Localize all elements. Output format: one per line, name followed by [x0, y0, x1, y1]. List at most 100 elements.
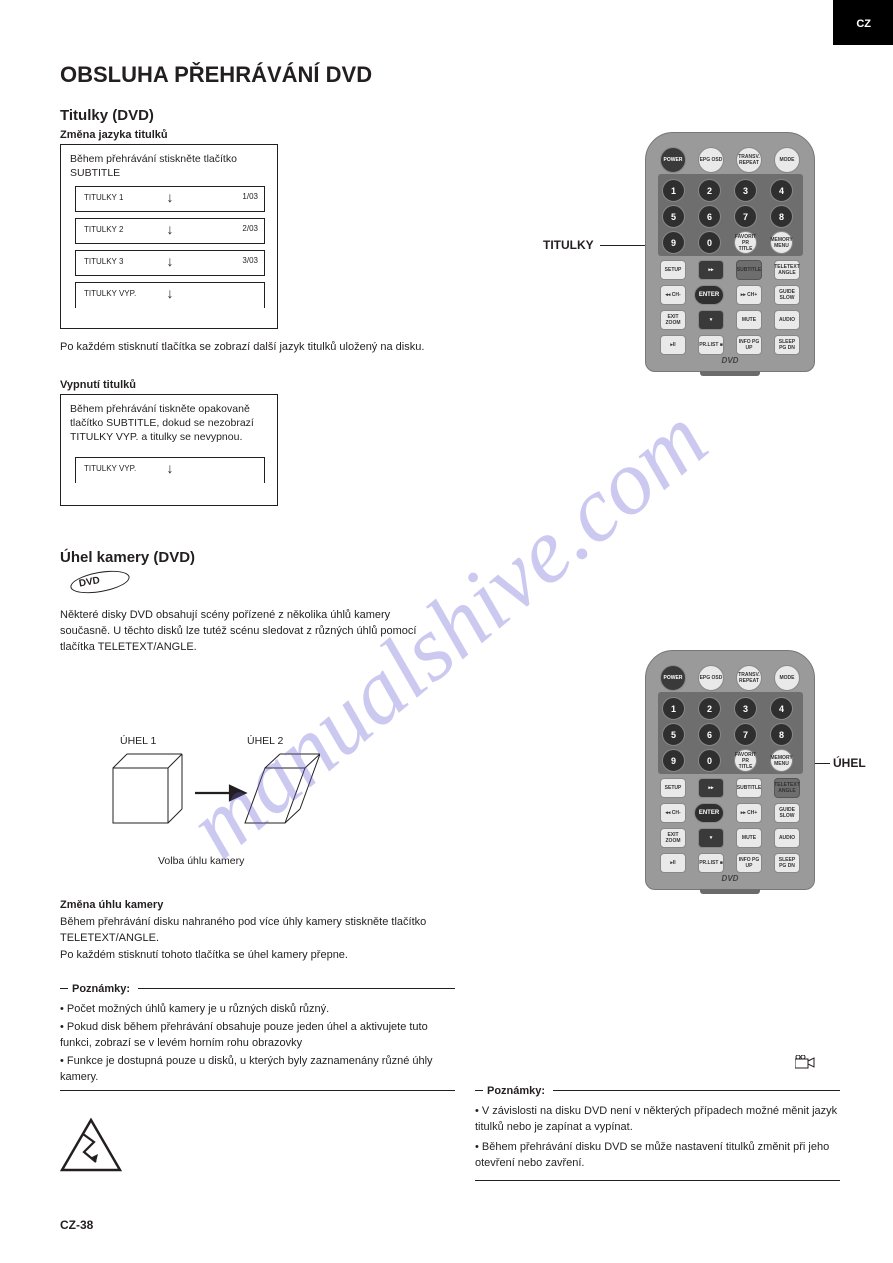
remote-btn: 0: [698, 749, 721, 772]
notes-heading: Poznámky:: [72, 982, 130, 998]
remote-btn: PR.LIST ■: [698, 853, 724, 873]
remote-btn: ▾: [698, 310, 724, 330]
remote-btn: SETUP: [660, 260, 686, 280]
dvd-disc-icon: DVD: [69, 567, 132, 597]
angle-instr2: Po každém stisknutí tohoto tlačítka se ú…: [60, 948, 455, 964]
subtitle-row-5: TITULKY VYP. ↓: [75, 457, 265, 483]
remote-diagram-1: POWER EPG OSD TRANSV. REPEAT MODE 1 2 3 …: [645, 132, 815, 372]
lang-tag: CZ: [856, 18, 871, 30]
note3: • Funkce je dostupná pouze u disků, u kt…: [60, 1054, 455, 1086]
remote-btn: FAVORIT PR TITLE: [734, 231, 757, 254]
angle-diagram: [105, 748, 320, 846]
note2: • Pokud disk během přehrávání obsahuje p…: [60, 1020, 455, 1052]
remote-btn: GUIDE SLOW: [774, 285, 800, 305]
remote-btn: TRANSV. REPEAT: [736, 665, 762, 691]
remote-btn: INFO PG UP: [736, 853, 762, 873]
remote-btn: 6: [698, 723, 721, 746]
remote-btn: ▸▸ CH+: [736, 803, 762, 823]
remote-logo: DVD: [722, 356, 739, 365]
remote-btn: 9: [662, 231, 685, 254]
remote-btn: ENTER: [694, 803, 724, 823]
remote-btn: ▸II: [660, 335, 686, 355]
bottom-note1: • V závislosti na disku DVD není v někte…: [475, 1104, 840, 1136]
remote-btn: ▾: [698, 828, 724, 848]
remote-btn: 5: [662, 723, 685, 746]
remote-btn: 0: [698, 231, 721, 254]
remote-btn: 7: [734, 205, 757, 228]
note1: • Počet možných úhlů kamery je u různých…: [60, 1002, 455, 1018]
subtitle-row-3: TITULKY 3 ↓ 3/03: [75, 250, 265, 276]
remote-btn: 1: [662, 697, 685, 720]
remote-btn: FAVORIT PR TITLE: [734, 749, 757, 772]
remote-diagram-2: POWER EPG OSD TRANSV. REPEAT MODE 1 2 3 …: [645, 650, 815, 890]
remote-btn: SLEEP PG DN: [774, 335, 800, 355]
remote-btn: ▸▸ CH+: [736, 285, 762, 305]
remote-subtitle-btn: SUBTITLE: [736, 260, 762, 280]
subtitle-change-heading: Změna jazyka titulků: [60, 128, 168, 144]
remote-angle-btn: TELETEXT ANGLE: [774, 778, 800, 798]
remote-btn: GUIDE SLOW: [774, 803, 800, 823]
remote-btn: 4: [770, 179, 793, 202]
remote-btn: TRANSV. REPEAT: [736, 147, 762, 173]
page-title: OBSLUHA PŘEHRÁVÁNÍ DVD: [60, 62, 372, 88]
remote-btn: 2: [698, 179, 721, 202]
hr: [475, 1180, 840, 1181]
bottom-note2: • Během přehrávání disku DVD se může nas…: [475, 1140, 840, 1172]
callout-uhel: ÚHEL: [833, 756, 866, 770]
remote-btn: MUTE: [736, 310, 762, 330]
remote-btn: 7: [734, 723, 757, 746]
page-number: CZ-38: [60, 1218, 93, 1232]
remote-btn: MEMORY MENU: [770, 749, 793, 772]
angle-instr: Během přehrávání disku nahraného pod víc…: [60, 915, 455, 947]
remote-btn: 2: [698, 697, 721, 720]
remote-btn: EPG OSD: [698, 147, 724, 173]
notes-heading-2: Poznámky:: [487, 1084, 545, 1100]
remote-btn: SUBTITLE: [736, 778, 762, 798]
remote-btn: INFO PG UP: [736, 335, 762, 355]
remote-btn: ◂◂ CH-: [660, 285, 686, 305]
heading-angle: Úhel kamery (DVD): [60, 549, 195, 566]
remote-btn: ◂◂ CH-: [660, 803, 686, 823]
subtitle-row-2: TITULKY 2 ↓ 2/03: [75, 218, 265, 244]
remote-btn: 9: [662, 749, 685, 772]
remote-btn: POWER: [660, 147, 686, 173]
remote-btn: POWER: [660, 665, 686, 691]
subtitle-box1-intro: Během přehrávání stiskněte tlačítko SUBT…: [61, 145, 277, 186]
subtitle-box-2: Během přehrávání tiskněte opakovaně tlač…: [60, 394, 278, 506]
subtitle-box-1: Během přehrávání stiskněte tlačítko SUBT…: [60, 144, 278, 329]
remote-btn: AUDIO: [774, 828, 800, 848]
remote-btn: 6: [698, 205, 721, 228]
remote-btn: 3: [734, 697, 757, 720]
remote-btn: 3: [734, 179, 757, 202]
subtitle-p1: Po každém stisknutí tlačítka se zobrazí …: [60, 340, 430, 356]
remote-btn: 5: [662, 205, 685, 228]
remote-btn: ENTER: [694, 285, 724, 305]
heading-titulky: Titulky (DVD): [60, 107, 154, 124]
subtitle-box2-intro: Během přehrávání tiskněte opakovaně tlač…: [61, 395, 277, 451]
remote-btn: PR.LIST ■: [698, 335, 724, 355]
angle-intro: Některé disky DVD obsahují scény pořízen…: [60, 608, 435, 656]
angle-change-heading: Změna úhlu kamery: [60, 898, 163, 914]
remote-btn: SLEEP PG DN: [774, 853, 800, 873]
remote-btn: EXIT ZOOM: [660, 310, 686, 330]
remote-btn: EXIT ZOOM: [660, 828, 686, 848]
remote-btn: 8: [770, 205, 793, 228]
remote-btn: MODE: [774, 665, 800, 691]
remote-btn: ▸▸: [698, 260, 724, 280]
subtitle-row-1: TITULKY 1 ↓ 1/03: [75, 186, 265, 212]
remote-logo: DVD: [722, 874, 739, 883]
subtitle-off-heading: Vypnutí titulků: [60, 378, 136, 394]
remote-btn: ▸II: [660, 853, 686, 873]
remote-btn: ▸▸: [698, 778, 724, 798]
angle-caption: Volba úhlu kamery: [158, 855, 244, 867]
remote-btn: TELETEXT ANGLE: [774, 260, 800, 280]
remote-btn: 1: [662, 179, 685, 202]
camera-icon: [795, 1055, 815, 1072]
subtitle-row-4: TITULKY VYP. ↓: [75, 282, 265, 308]
remote-btn: 8: [770, 723, 793, 746]
remote-btn: AUDIO: [774, 310, 800, 330]
label-angle-2: ÚHEL 2: [247, 735, 283, 747]
hr: [60, 1090, 455, 1091]
remote-btn: MODE: [774, 147, 800, 173]
remote-btn: MUTE: [736, 828, 762, 848]
